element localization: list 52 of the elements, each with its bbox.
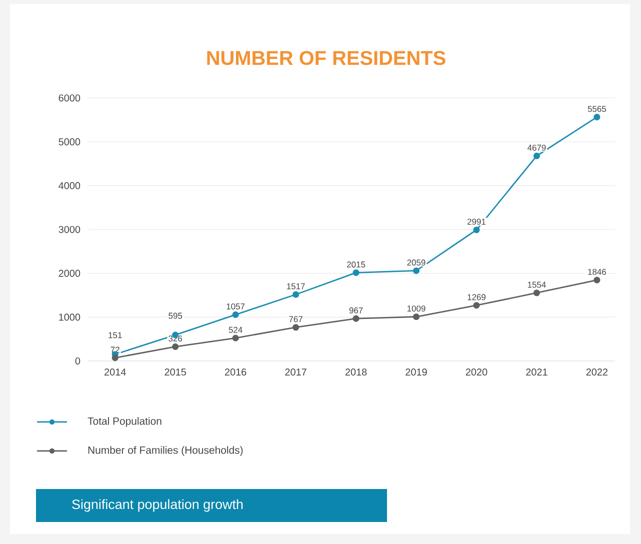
y-tick-label: 0: [75, 357, 80, 365]
x-tick-label: 2021: [526, 368, 548, 376]
point: [533, 290, 540, 296]
point: [594, 276, 600, 284]
data-label: 151: [108, 332, 122, 338]
x-tick-label: 2016: [224, 368, 246, 376]
point: [412, 267, 420, 274]
chart-title: NUMBER OF RESIDENTS: [207, 50, 446, 66]
data-label: 1009: [407, 306, 426, 312]
x-tick-label: 2017: [285, 368, 306, 376]
point: [473, 302, 480, 309]
text: Significant population growth: [72, 499, 243, 512]
data-label: 524: [228, 326, 242, 333]
data-label: 1517: [287, 283, 305, 290]
legend-label: Total Population: [88, 417, 162, 427]
y-tick-label: 2000: [58, 270, 80, 277]
data-label: 2015: [347, 261, 366, 268]
x-tick-label: 2020: [466, 368, 488, 376]
y-tick-label: 6000: [58, 94, 80, 102]
x-tick-label: 2022: [586, 368, 608, 376]
data-label: 1554: [528, 282, 546, 288]
data-label: 4679: [527, 144, 546, 151]
x-tick-label: 2015: [164, 368, 186, 376]
data-label: 1846: [588, 268, 606, 275]
point: [594, 114, 600, 120]
data-label: 595: [168, 312, 182, 319]
y-tick-label: 1000: [59, 314, 80, 321]
x-tick-label: 2014: [104, 368, 126, 376]
point: [352, 315, 360, 322]
data-label: 5565: [588, 106, 606, 112]
point: [232, 334, 239, 342]
data-label: 767: [289, 316, 302, 322]
data-label: 967: [349, 307, 363, 314]
point: [352, 269, 360, 276]
data-label: 1269: [468, 294, 486, 300]
data-label: 1057: [226, 303, 245, 310]
point: [412, 313, 420, 320]
y-tick-label: 3000: [58, 226, 80, 234]
point: [533, 152, 540, 160]
point: [112, 354, 118, 362]
legend-label: Number of Families (Households): [88, 446, 243, 456]
x-tick-label: 2018: [345, 368, 367, 376]
point: [172, 343, 179, 350]
point: [292, 291, 300, 298]
point: [232, 311, 239, 318]
data-label: 2059: [407, 260, 426, 266]
x-tick-label: 2019: [406, 368, 427, 376]
point: [473, 226, 480, 234]
data-label: 2991: [467, 218, 486, 225]
y-tick-label: 4000: [58, 182, 80, 190]
y-tick-label: 5000: [58, 138, 80, 146]
point: [292, 324, 300, 331]
